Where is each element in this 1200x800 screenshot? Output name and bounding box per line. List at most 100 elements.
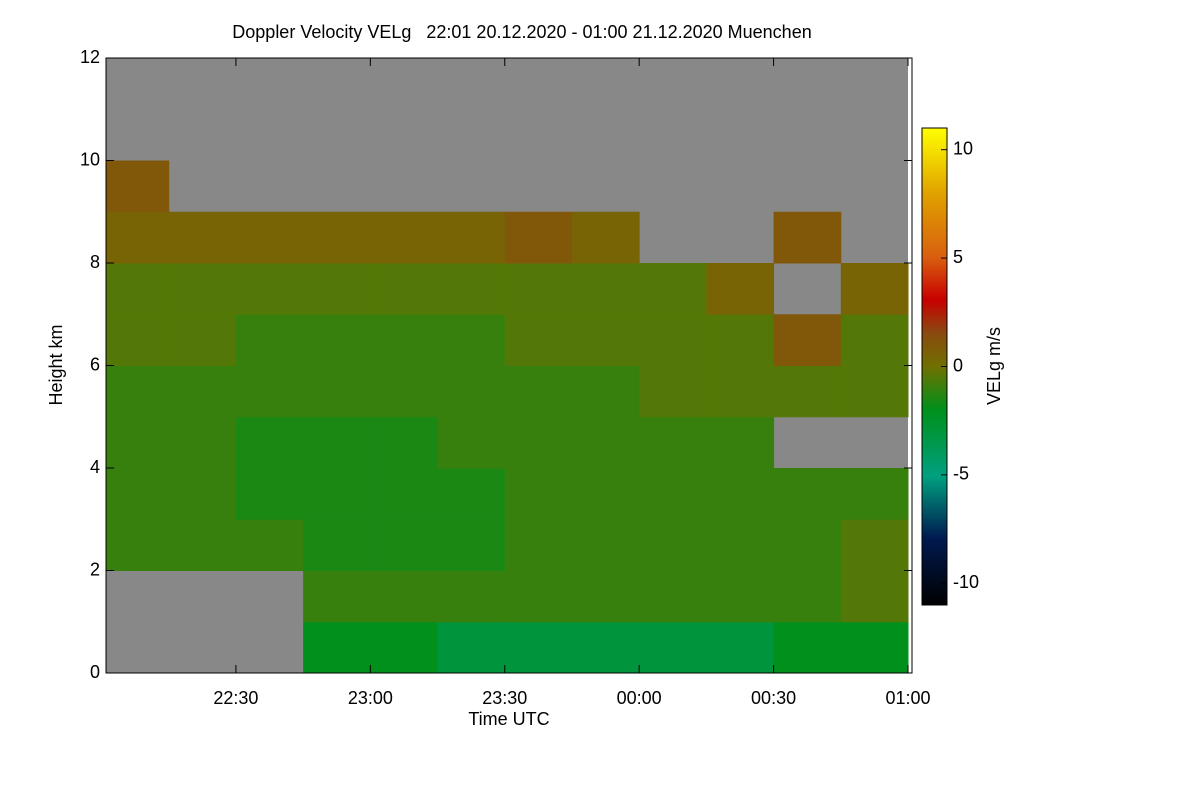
heatmap-cell [437,570,506,623]
y-tick-label: 2 [90,559,100,579]
heatmap-cell [303,211,371,264]
heatmap-cell [773,365,842,418]
heatmap-cell [639,365,707,418]
heatmap-cell [773,621,842,674]
heatmap-cell [706,263,775,315]
y-tick-label: 4 [90,457,100,477]
heatmap-cell [504,263,573,315]
y-tick-label: 12 [80,47,100,67]
heatmap-cell [706,314,775,366]
heatmap-cell [303,416,371,469]
heatmap-cell [639,519,707,571]
heatmap-cell [639,468,707,520]
heatmap-cell [303,570,371,623]
heatmap-cell [370,621,439,674]
colorbar-tick-label: -5 [953,464,969,484]
heatmap-cell [106,314,170,366]
heatmap-cell [235,314,304,366]
heatmap-cell [437,416,506,469]
heatmap-cell [773,570,842,623]
heatmap-cell [706,519,775,571]
heatmap-cell [303,263,371,315]
heatmap-cell [303,621,371,674]
heatmap-cell [840,263,909,315]
heatmap-cell [168,365,237,418]
heatmap-cell [840,519,909,571]
heatmap-cell [571,468,640,520]
heatmap-cell [437,211,506,264]
heatmap-cell [370,314,439,366]
heatmap-cell [504,314,573,366]
y-tick-label: 0 [90,662,100,682]
heatmap-cell [437,621,506,674]
heatmap-cell [504,416,573,469]
heatmap-cell [106,160,170,213]
heatmap-cell [639,263,707,315]
x-tick-label: 23:30 [482,688,527,708]
heatmap-cell [639,416,707,469]
heatmap-cell [706,621,775,674]
heatmap-cell [235,211,304,264]
heatmap-cell [504,519,573,571]
heatmap-cell [106,263,170,315]
heatmap-cell [370,263,439,315]
heatmap-cell [504,468,573,520]
heatmap-cell [235,416,304,469]
heatmap-cell [370,211,439,264]
heatmap-cell [571,570,640,623]
heatmap-cell [235,468,304,520]
heatmap-cell [235,519,304,571]
heatmap-cell [106,519,170,571]
heatmap-cell [370,570,439,623]
y-tick-label: 6 [90,354,100,374]
heatmap-cell [504,570,573,623]
heatmap-cell [571,263,640,315]
heatmap-cell [235,365,304,418]
heatmap-cell [168,416,237,469]
heatmap-cell [706,416,775,469]
heatmap-cell [706,468,775,520]
heatmap-cell [840,621,909,674]
heatmap-cell [571,314,640,366]
heatmap-cell [840,570,909,623]
heatmap-cell [571,211,640,264]
heatmap-cell [571,416,640,469]
heatmap-cell [571,365,640,418]
heatmap-cell [639,314,707,366]
heatmap-cell [773,211,842,264]
heatmap-cell [571,519,640,571]
heatmap-cell [437,468,506,520]
y-tick-label: 10 [80,149,100,169]
heatmap-cell [106,468,170,520]
heatmap-cell [773,519,842,571]
y-tick-label: 8 [90,252,100,272]
heatmap-cell [840,365,909,418]
colorbar-label: VELg m/s [984,327,1004,405]
heatmap-cell [370,416,439,469]
heatmap-cell [437,365,506,418]
heatmap-cell [437,263,506,315]
heatmap-cell [106,416,170,469]
heatmap-cell [235,263,304,315]
heatmap-cell [303,468,371,520]
heatmap-cell [437,519,506,571]
heatmap-cell [437,314,506,366]
heatmap-cell [370,468,439,520]
heatmap-cell [370,365,439,418]
heatmap-cell [840,468,909,520]
x-tick-label: 00:00 [617,688,662,708]
heatmap-cell [106,211,170,264]
heatmap-cell [773,468,842,520]
colorbar-tick-label: 10 [953,138,973,158]
heatmap-cell [303,314,371,366]
heatmap-cell [706,365,775,418]
heatmap-cell [370,519,439,571]
heatmap-cell [639,570,707,623]
colorbar-tick-label: 0 [953,355,963,375]
x-tick-label: 23:00 [348,688,393,708]
heatmap-cell [571,621,640,674]
heatmap-cell [840,314,909,366]
x-axis-label: Time UTC [468,709,549,729]
heatmap-cell [168,263,237,315]
